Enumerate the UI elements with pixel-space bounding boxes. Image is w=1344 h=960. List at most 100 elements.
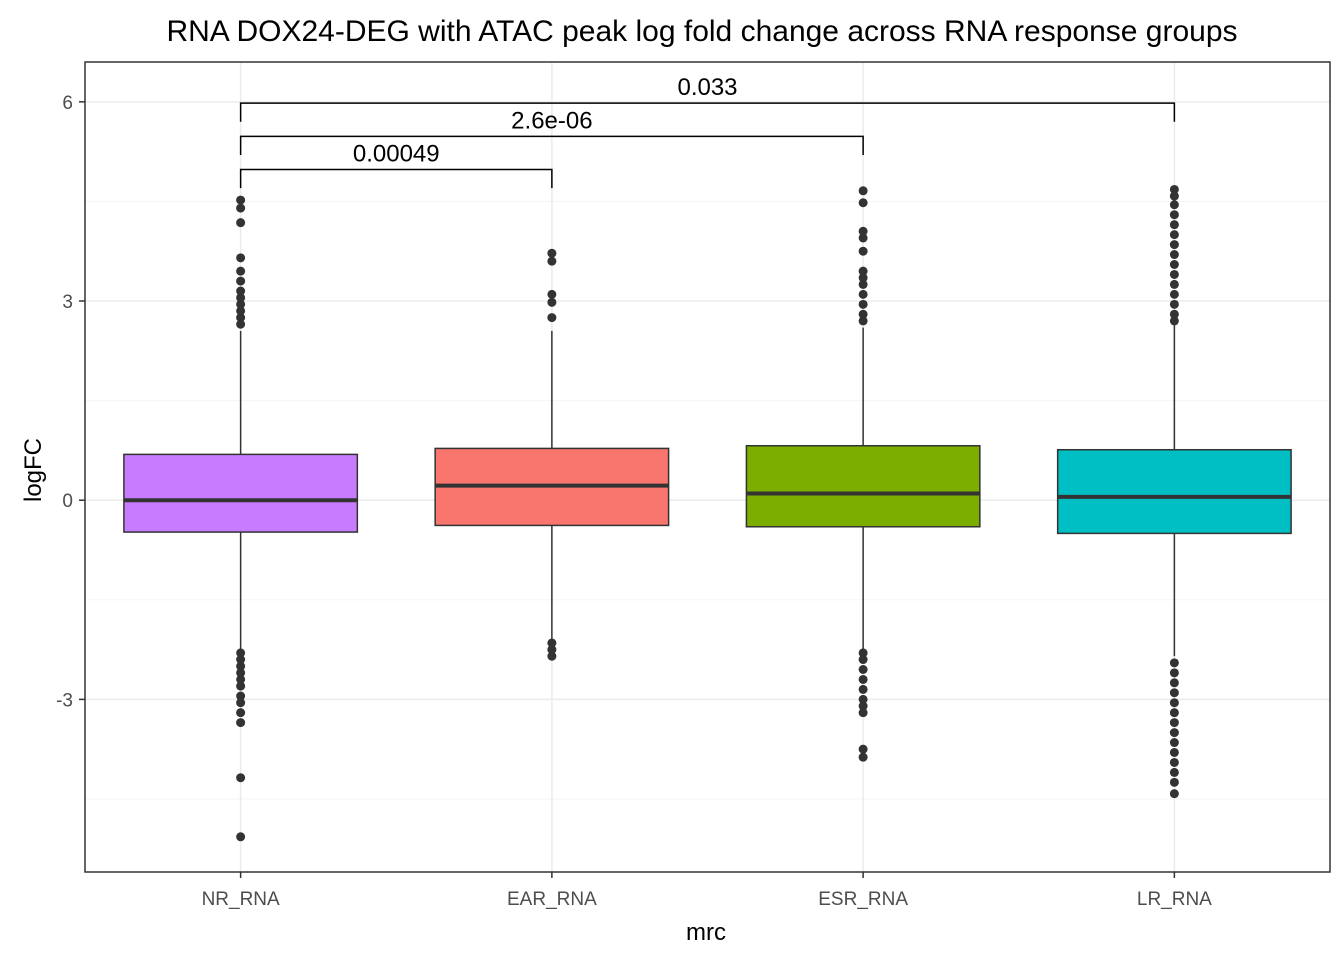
outlier-point (236, 319, 246, 329)
outlier-point (858, 273, 868, 283)
outlier-point (547, 248, 557, 258)
x-axis: NR_RNA EAR_RNA ESR_RNA LR_RNA (202, 872, 1212, 910)
outlier-point (858, 752, 868, 762)
y-axis: -3 0 3 6 (56, 93, 85, 711)
outlier-point (236, 286, 246, 296)
outlier-point (858, 665, 868, 674)
outlier-point (236, 655, 246, 665)
outlier-point (236, 313, 246, 323)
comparison-nr-rna-vs-esr-rna: 2.6e-06 (239, 107, 864, 155)
outlier-point (1169, 728, 1179, 738)
outlier-point (547, 297, 557, 307)
comparison-nr-rna-vs-lr-rna: 0.033 (239, 74, 1176, 122)
outlier-point (236, 832, 246, 842)
outlier-point (858, 289, 868, 299)
outlier-point (858, 246, 868, 256)
outlier-point (858, 198, 868, 208)
iqr-box (123, 453, 359, 533)
y-tick-label: 3 (62, 292, 73, 313)
outlier-point (1169, 658, 1179, 668)
outlier-point (858, 279, 868, 289)
p-value-label: 0.00049 (353, 141, 440, 168)
outlier-point (1169, 668, 1179, 678)
outlier-point (1169, 309, 1179, 319)
outlier-point (236, 674, 246, 684)
outlier-point (858, 744, 868, 754)
outlier-point (236, 773, 246, 783)
outlier-point (1169, 718, 1179, 728)
outlier-point (1169, 738, 1179, 748)
p-value-label: 0.033 (677, 74, 737, 101)
outlier-point (1169, 708, 1179, 718)
bracket-line (239, 168, 553, 189)
outlier-point (858, 266, 868, 276)
box-lr-rna (1056, 184, 1292, 799)
y-tick-label: 6 (62, 93, 73, 114)
outlier-point (1169, 220, 1179, 230)
y-tick-label: -3 (56, 690, 73, 711)
outlier-point (236, 276, 246, 286)
outlier-point (236, 648, 246, 658)
iqr-box (745, 445, 981, 528)
outlier-point (547, 313, 557, 323)
outlier-point (1169, 260, 1179, 269)
outlier-point (1169, 757, 1179, 767)
outlier-point (1169, 789, 1179, 799)
outlier-point (858, 299, 868, 309)
iqr-box (1056, 448, 1292, 535)
outlier-point (1169, 240, 1179, 250)
outlier-point (236, 299, 246, 309)
x-tick-label-ear-rna: EAR_RNA (507, 889, 597, 910)
outlier-point (858, 186, 868, 196)
outlier-point (236, 218, 246, 228)
outlier-point (858, 655, 868, 665)
box-esr-rna (745, 186, 981, 762)
outlier-point (1169, 316, 1179, 326)
outlier-point (236, 698, 246, 708)
outlier-point (858, 316, 868, 326)
outlier-point (236, 661, 246, 671)
outlier-point (1169, 191, 1179, 201)
outlier-point (1169, 747, 1179, 757)
outlier-point (1169, 200, 1179, 210)
x-tick-label-lr-rna: LR_RNA (1137, 889, 1212, 910)
outlier-point (547, 651, 557, 661)
outlier-point (858, 708, 868, 718)
box-ear-rna (434, 248, 670, 661)
outlier-point (858, 309, 868, 319)
y-tick-label: 0 (62, 491, 73, 512)
outlier-point (236, 691, 246, 701)
outlier-point (1169, 230, 1179, 240)
outlier-point (547, 256, 557, 266)
outlier-point (236, 293, 246, 303)
comparison-nr-rna-vs-ear-rna: 0.00049 (239, 141, 553, 189)
p-value-label: 2.6e-06 (511, 107, 592, 134)
outlier-point (1169, 688, 1179, 698)
outlier-point (858, 701, 868, 711)
outlier-point (547, 289, 557, 299)
outlier-point (1169, 777, 1179, 787)
outlier-point (1169, 210, 1179, 220)
x-tick-label-esr-rna: ESR_RNA (818, 889, 908, 910)
outlier-point (1169, 289, 1179, 299)
y-axis-title: logFC (20, 438, 47, 502)
outlier-point (1169, 767, 1179, 777)
boxes (123, 184, 1292, 842)
outlier-point (1169, 698, 1179, 708)
outlier-point (236, 195, 246, 205)
outlier-point (858, 233, 868, 243)
outlier-point (1169, 678, 1179, 688)
outlier-point (236, 306, 246, 316)
outlier-point (858, 674, 868, 684)
box-nr-rna (123, 195, 359, 842)
outlier-point (858, 226, 868, 236)
outlier-point (858, 694, 868, 704)
outlier-point (1169, 250, 1179, 260)
panel-border (84, 61, 1331, 873)
chart-title: RNA DOX24-DEG with ATAC peak log fold ch… (166, 15, 1237, 48)
outlier-point (1169, 279, 1179, 289)
outlier-point (236, 266, 246, 276)
bracket-line (239, 135, 864, 155)
x-tick-label-nr-rna: NR_RNA (202, 889, 280, 910)
